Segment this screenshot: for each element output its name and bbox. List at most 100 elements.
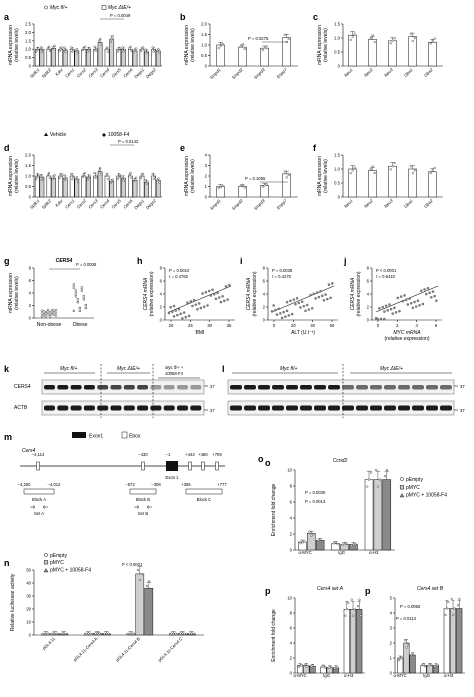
data-point bbox=[74, 49, 77, 52]
block-name: Block B bbox=[136, 497, 150, 502]
panel-letter: m bbox=[4, 432, 12, 442]
data-point bbox=[74, 178, 77, 181]
data-point bbox=[116, 178, 119, 181]
data-point bbox=[389, 42, 392, 45]
y-tick-label: 2 bbox=[290, 532, 293, 537]
band bbox=[412, 385, 424, 390]
panel-letter: c bbox=[313, 12, 318, 22]
band bbox=[83, 405, 95, 411]
bar bbox=[238, 46, 247, 67]
x-tick-label: α-H3 bbox=[444, 673, 454, 678]
data-point bbox=[145, 52, 148, 55]
legend-label: pMYC bbox=[50, 560, 64, 566]
data-point bbox=[376, 485, 380, 488]
data-point bbox=[146, 50, 149, 53]
y-tick-label: 8 bbox=[290, 611, 293, 616]
x-tick-label: 0 bbox=[273, 323, 276, 328]
data-point bbox=[197, 302, 201, 305]
bar bbox=[81, 48, 87, 67]
data-point bbox=[204, 290, 208, 294]
data-point bbox=[44, 315, 48, 318]
data-point bbox=[42, 632, 46, 635]
data-point bbox=[118, 173, 121, 177]
data-point bbox=[287, 173, 290, 177]
y-tick-label: 6 bbox=[367, 279, 370, 284]
data-point bbox=[87, 176, 90, 180]
legend-label: pEmpty bbox=[50, 553, 67, 559]
data-point bbox=[141, 174, 144, 178]
panel-letter: g bbox=[4, 256, 10, 266]
data-point bbox=[153, 48, 156, 52]
data-point bbox=[87, 632, 90, 635]
data-point bbox=[426, 287, 430, 290]
data-point bbox=[459, 613, 462, 617]
data-point bbox=[191, 304, 194, 308]
data-point bbox=[383, 317, 386, 321]
data-point bbox=[329, 296, 332, 300]
x-tick-label: 20 bbox=[169, 323, 174, 328]
data-point bbox=[409, 165, 412, 168]
x-tick-label: Neu2 bbox=[363, 67, 374, 78]
data-point bbox=[413, 36, 416, 40]
band bbox=[230, 405, 242, 411]
data-point bbox=[47, 171, 51, 174]
data-point bbox=[435, 299, 438, 302]
band bbox=[150, 405, 162, 411]
x-tick-label: α-H3 bbox=[369, 550, 379, 555]
data-point bbox=[458, 597, 461, 600]
band bbox=[440, 385, 452, 390]
blot-actb bbox=[227, 400, 455, 416]
data-point bbox=[54, 311, 58, 314]
y-tick-label: 2 bbox=[160, 305, 163, 310]
y-tick-label: 8 bbox=[290, 484, 293, 489]
bar bbox=[456, 608, 463, 674]
y-tick-label: 2 bbox=[29, 303, 32, 308]
x-tick-label: IgG bbox=[323, 673, 330, 678]
band bbox=[70, 385, 82, 390]
data-point bbox=[341, 543, 344, 546]
data-point bbox=[305, 303, 309, 307]
data-point bbox=[51, 632, 55, 635]
y-tick-label: 0 bbox=[338, 64, 341, 69]
x-tick-label: Neu3 bbox=[383, 198, 394, 209]
data-point bbox=[130, 177, 133, 180]
x-tick-label: Neu1 bbox=[343, 67, 354, 78]
data-point bbox=[359, 614, 362, 617]
y-tick-label: 0 bbox=[29, 64, 32, 69]
y-tick-label: 10 bbox=[287, 596, 292, 601]
data-point bbox=[219, 300, 223, 304]
data-point bbox=[399, 295, 403, 298]
data-point bbox=[431, 290, 435, 293]
band bbox=[356, 405, 368, 411]
data-point bbox=[297, 301, 301, 305]
y-axis-label: CERS4 mRNA bbox=[246, 277, 252, 310]
data-point bbox=[350, 598, 353, 601]
data-point bbox=[314, 297, 317, 300]
data-point bbox=[179, 312, 182, 316]
data-point bbox=[145, 182, 148, 185]
data-point bbox=[41, 176, 45, 180]
y-tick-label: 0 bbox=[29, 195, 32, 200]
data-point bbox=[327, 283, 331, 286]
data-point bbox=[50, 308, 54, 312]
y-axis-label: (relative levels) bbox=[323, 159, 329, 193]
data-point bbox=[105, 632, 108, 635]
data-point bbox=[304, 663, 307, 666]
data-point bbox=[450, 597, 453, 600]
data-point bbox=[265, 183, 268, 186]
y-tick-label: 0 bbox=[263, 318, 266, 323]
data-point bbox=[40, 315, 44, 318]
data-point bbox=[39, 46, 43, 49]
data-point bbox=[299, 306, 302, 309]
data-point bbox=[275, 313, 279, 316]
band bbox=[426, 385, 438, 390]
data-point bbox=[383, 310, 386, 313]
data-point bbox=[307, 308, 311, 311]
data-point bbox=[149, 591, 153, 594]
data-point bbox=[72, 283, 75, 286]
data-point bbox=[70, 172, 73, 175]
data-point bbox=[51, 177, 54, 181]
data-point bbox=[406, 303, 410, 306]
data-point bbox=[87, 48, 90, 52]
data-point bbox=[310, 307, 314, 310]
